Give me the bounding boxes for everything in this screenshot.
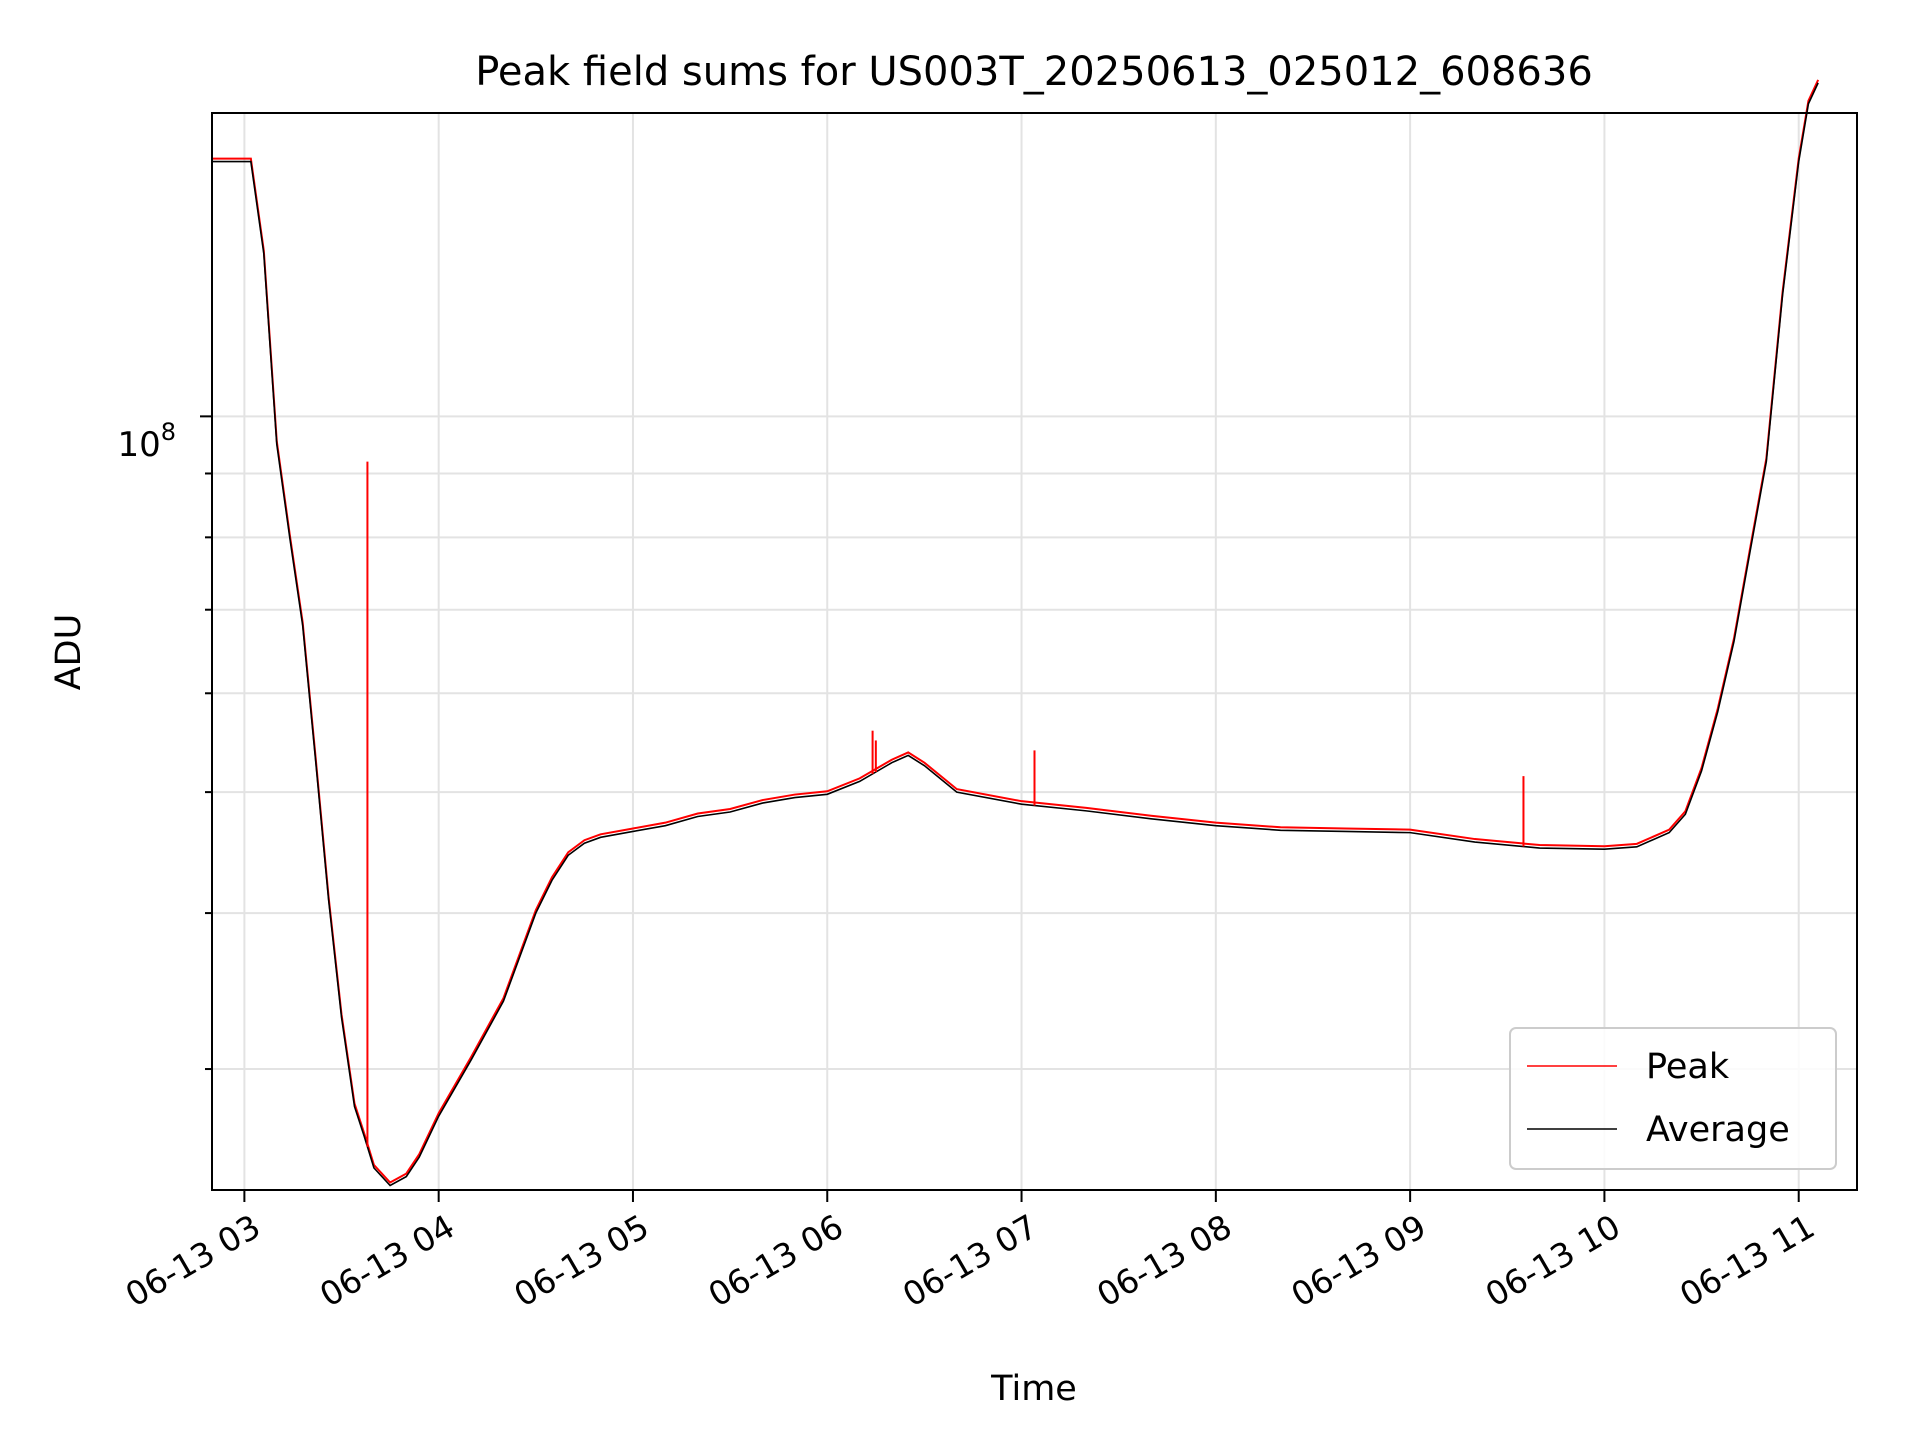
data-layer xyxy=(212,79,1820,1187)
y-axis-label: ADU xyxy=(49,614,89,691)
y-tick-exponent: 8 xyxy=(161,418,176,446)
legend-label-peak: Peak xyxy=(1646,1047,1730,1087)
y-tick-base: 10 xyxy=(117,425,160,465)
x-axis-label: Time xyxy=(990,1369,1077,1409)
chart-title: Peak field sums for US003T_20250613_0250… xyxy=(475,49,1593,95)
plot-frame xyxy=(211,112,1858,1191)
series-line-average xyxy=(212,82,1819,1187)
legend-label-average: Average xyxy=(1646,1110,1790,1150)
legend-box xyxy=(1509,1027,1837,1170)
y-tick-label-1e8: 108 xyxy=(117,418,176,465)
legend: Peak Average xyxy=(1509,1027,1837,1170)
